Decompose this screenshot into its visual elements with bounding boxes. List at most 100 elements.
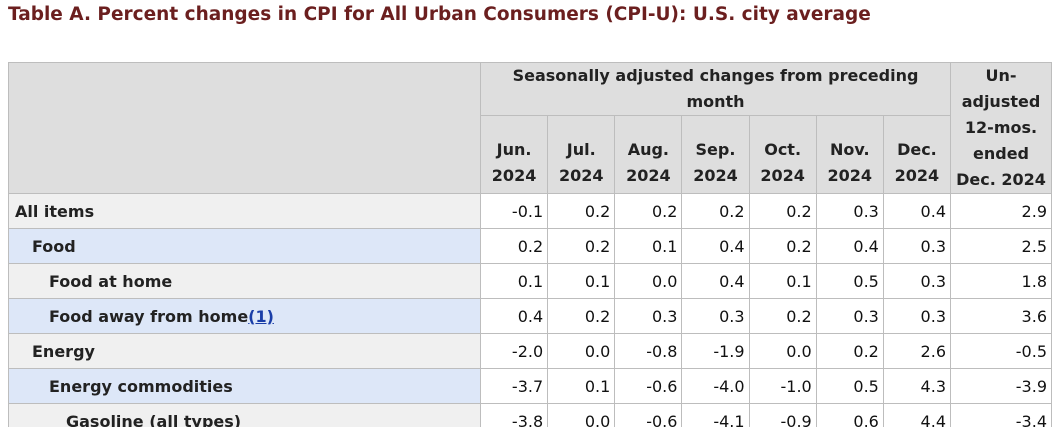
value-cell: 0.2	[748, 228, 817, 264]
value-cell: 0.1	[748, 263, 817, 299]
value-cell: -2.0	[479, 333, 549, 369]
value-cell: 4.4	[882, 403, 952, 427]
value-cell: -0.6	[614, 368, 683, 404]
row-label: Food	[32, 236, 76, 256]
value-cell: -0.6	[614, 403, 683, 427]
value-cell: 0.2	[547, 193, 616, 229]
table-row: Food away from home(1) 0.4 0.2 0.3 0.3 0.2 0.3…	[8, 298, 1052, 334]
row-label: Gasoline (all types)	[66, 411, 242, 427]
value-cell: 0.4	[681, 263, 750, 299]
value-cell: 0.1	[547, 263, 616, 299]
value-cell: 0.3	[882, 228, 952, 264]
column-year: 2024	[827, 166, 873, 185]
value-cell: 0.3	[815, 298, 884, 334]
cpi-table: Seasonally adjusted changes from precedi…	[8, 62, 1052, 427]
value-cell: -1.9	[681, 333, 750, 369]
value-cell: 0.0	[547, 333, 616, 369]
value-cell: -4.0	[681, 368, 750, 404]
corner-cell	[8, 62, 481, 194]
row-label: Energy commodities	[49, 376, 233, 396]
value-cell: -0.1	[479, 193, 549, 229]
value-cell: -3.8	[479, 403, 549, 427]
column-month: Aug.	[627, 140, 669, 159]
row-label: Food at home	[49, 271, 173, 291]
value-cell: 0.0	[547, 403, 616, 427]
value-cell: 0.0	[614, 263, 683, 299]
unadjusted-heading: Un-adjusted 12-mos. ended Dec. 2024	[950, 62, 1052, 194]
value-cell: 0.2	[479, 228, 549, 264]
column-heading: Oct. 2024	[748, 115, 817, 194]
value-cell: -0.9	[748, 403, 817, 427]
value-cell: -0.8	[614, 333, 683, 369]
row-label-cell: Food at home	[8, 263, 481, 299]
value-cell: 0.3	[882, 263, 952, 299]
row-label-cell: Gasoline (all types)	[8, 403, 481, 427]
table-row: Energy -2.0 0.0 -0.8 -1.9 0.0 0.2 2.6 -0.5	[8, 333, 1052, 369]
value-cell: 0.5	[815, 368, 884, 404]
column-month: Oct.	[764, 140, 802, 159]
value-cell: 2.9	[950, 193, 1052, 229]
value-cell: 0.2	[614, 193, 683, 229]
row-label: Food away from home	[49, 306, 249, 326]
value-cell: 0.2	[547, 298, 616, 334]
value-cell: 2.5	[950, 228, 1052, 264]
value-cell: -3.9	[950, 368, 1052, 404]
group-heading: Seasonally adjusted changes from precedi…	[480, 62, 951, 116]
row-label-cell: Energy commodities	[8, 368, 481, 404]
row-label-cell: Food away from home(1)	[8, 298, 481, 334]
value-cell: 0.2	[748, 298, 817, 334]
row-label-cell: Food	[8, 228, 481, 264]
value-cell: 0.3	[614, 298, 683, 334]
value-cell: -3.4	[950, 403, 1052, 427]
value-cell: 0.3	[882, 298, 952, 334]
footnote-link[interactable]: (1)	[248, 306, 274, 326]
column-month: Jun.	[496, 140, 532, 159]
value-cell: 2.6	[882, 333, 952, 369]
table-row: Food 0.2 0.2 0.1 0.4 0.2 0.4 0.3 2.5	[8, 228, 1052, 264]
value-cell: 0.2	[547, 228, 616, 264]
value-cell: 0.4	[479, 298, 549, 334]
row-label: Energy	[32, 341, 95, 361]
column-year: 2024	[558, 166, 604, 185]
column-year: 2024	[626, 166, 671, 185]
column-month: Jul.	[566, 140, 596, 159]
value-cell: 1.8	[950, 263, 1052, 299]
column-heading: Aug. 2024	[614, 115, 683, 194]
column-year: 2024	[693, 166, 738, 185]
value-cell: -1.0	[748, 368, 817, 404]
column-year: 2024	[491, 166, 537, 185]
column-month: Sep.	[695, 140, 736, 159]
value-cell: 0.2	[815, 333, 884, 369]
column-year: 2024	[760, 166, 805, 185]
column-heading: Dec. 2024	[882, 115, 952, 194]
value-cell: 0.5	[815, 263, 884, 299]
value-cell: 0.3	[681, 298, 750, 334]
row-label-cell: Energy	[8, 333, 481, 369]
value-cell: 0.1	[614, 228, 683, 264]
heading-line: Un-	[985, 66, 1017, 85]
heading-line: ended	[973, 144, 1029, 163]
row-label-cell: All items	[8, 193, 481, 229]
column-month: Dec.	[897, 140, 937, 159]
table-row: Energy commodities -3.7 0.1 -0.6 -4.0 -1.0 0.5…	[8, 368, 1052, 404]
value-cell: -0.5	[950, 333, 1052, 369]
value-cell: 0.1	[547, 368, 616, 404]
value-cell: 0.4	[815, 228, 884, 264]
value-cell: 0.2	[681, 193, 750, 229]
value-cell: 3.6	[950, 298, 1052, 334]
value-cell: 0.4	[882, 193, 952, 229]
column-heading: Jun. 2024	[479, 115, 549, 194]
value-cell: 0.4	[681, 228, 750, 264]
column-month: Nov.	[829, 140, 870, 159]
value-cell: 0.0	[748, 333, 817, 369]
value-cell: 0.3	[815, 193, 884, 229]
value-cell: -4.1	[681, 403, 750, 427]
value-cell: 4.3	[882, 368, 952, 404]
table-row: Food at home 0.1 0.1 0.0 0.4 0.1 0.5 0.3 1.8	[8, 263, 1052, 299]
column-heading: Jul. 2024	[547, 115, 616, 194]
value-cell: 0.2	[748, 193, 817, 229]
value-cell: 0.1	[479, 263, 549, 299]
value-cell: 0.6	[815, 403, 884, 427]
